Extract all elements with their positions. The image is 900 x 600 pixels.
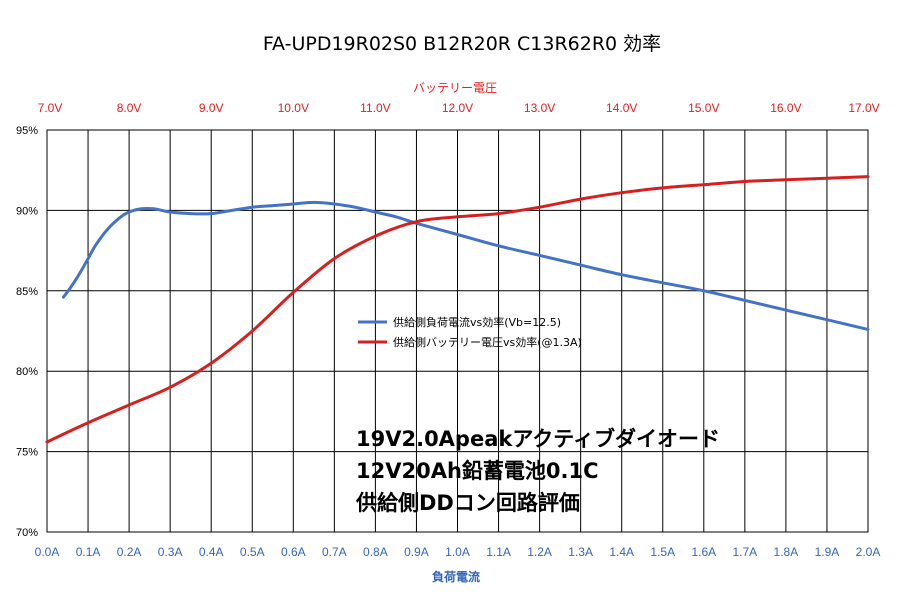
- top-tick-label: 16.0V: [770, 101, 801, 115]
- bottom-tick-label: 0.2A: [117, 545, 142, 559]
- annotation-block: 19V2.0Apeakアクティブダイオード 12V20Ah鉛蓄電池0.1C 供給…: [355, 427, 720, 515]
- bottom-tick-label: 0.9A: [404, 545, 429, 559]
- top-tick-label: 8.0V: [117, 101, 142, 115]
- legend-label-efficiency-vs-voltage: 供給側バッテリー電圧vs効率(@1.3A): [393, 335, 582, 349]
- top-tick-label: 13.0V: [524, 101, 555, 115]
- bottom-tick-label: 0.4A: [199, 545, 224, 559]
- legend-label-efficiency-vs-current: 供給側負荷電流vs効率(Vb=12.5): [393, 315, 561, 329]
- y-axis-ticks: 70% 75% 80% 85% 90% 95%: [16, 125, 38, 539]
- bottom-tick-label: 1.7A: [733, 545, 758, 559]
- annotation-line-2: 12V20Ah鉛蓄電池0.1C: [356, 459, 599, 483]
- bottom-tick-label: 1.5A: [650, 545, 675, 559]
- y-tick-label: 70%: [16, 527, 38, 539]
- bottom-tick-label: 1.1A: [486, 545, 511, 559]
- bottom-tick-label: 2.0A: [856, 545, 881, 559]
- top-axis-label: バッテリー電圧: [413, 81, 497, 95]
- series-line-efficiency-vs-voltage: [45, 175, 870, 444]
- y-tick-label: 75%: [16, 447, 38, 459]
- annotation-line-3: 供給側DDコン回路評価: [355, 491, 580, 515]
- y-tick-label: 90%: [16, 205, 38, 217]
- bottom-tick-label: 1.0A: [445, 545, 470, 559]
- chart-title: FA-UPD19R02S0 B12R20R C13R62R0 効率: [263, 33, 661, 55]
- legend: 供給側負荷電流vs効率(Vb=12.5) 供給側バッテリー電圧vs効率(@1.3…: [358, 315, 582, 349]
- series-line-efficiency-vs-current: [61, 200, 870, 331]
- bottom-axis-ticks: 0.0A 0.1A 0.2A 0.3A 0.4A 0.5A 0.6A 0.7A 0.8A 0.9A…: [35, 545, 881, 559]
- y-tick-label: 80%: [16, 366, 38, 378]
- bottom-tick-label: 0.0A: [35, 545, 60, 559]
- y-tick-label: 85%: [16, 286, 38, 298]
- top-tick-label: 17.0V: [848, 101, 879, 115]
- top-tick-label: 15.0V: [688, 101, 719, 115]
- top-tick-label: 14.0V: [606, 101, 637, 115]
- y-tick-label: 95%: [16, 125, 38, 137]
- bottom-tick-label: 0.7A: [322, 545, 347, 559]
- bottom-tick-label: 1.3A: [568, 545, 593, 559]
- bottom-axis-label: 負荷電流: [432, 569, 480, 584]
- top-tick-label: 12.0V: [442, 101, 473, 115]
- bottom-tick-label: 0.3A: [158, 545, 183, 559]
- series-lines: [45, 175, 870, 444]
- bottom-tick-label: 1.6A: [691, 545, 716, 559]
- bottom-tick-label: 0.6A: [281, 545, 306, 559]
- bottom-tick-label: 0.8A: [363, 545, 388, 559]
- top-tick-label: 11.0V: [360, 101, 390, 115]
- top-tick-label: 9.0V: [199, 101, 224, 115]
- annotation-line-1: 19V2.0Apeakアクティブダイオード: [356, 427, 720, 451]
- top-tick-label: 7.0V: [38, 101, 63, 115]
- bottom-tick-label: 1.4A: [609, 545, 634, 559]
- plot-area-border: [46, 129, 869, 533]
- bottom-tick-label: 1.2A: [527, 545, 552, 559]
- bottom-tick-label: 1.8A: [774, 545, 799, 559]
- top-axis-ticks: 7.0V 8.0V 9.0V 10.0V 11.0V 12.0V 13.0V 14.0V 15.…: [38, 101, 880, 115]
- bottom-tick-label: 0.5A: [240, 545, 265, 559]
- top-tick-label: 10.0V: [278, 101, 309, 115]
- bottom-tick-label: 0.1A: [76, 545, 101, 559]
- bottom-tick-label: 1.9A: [815, 545, 840, 559]
